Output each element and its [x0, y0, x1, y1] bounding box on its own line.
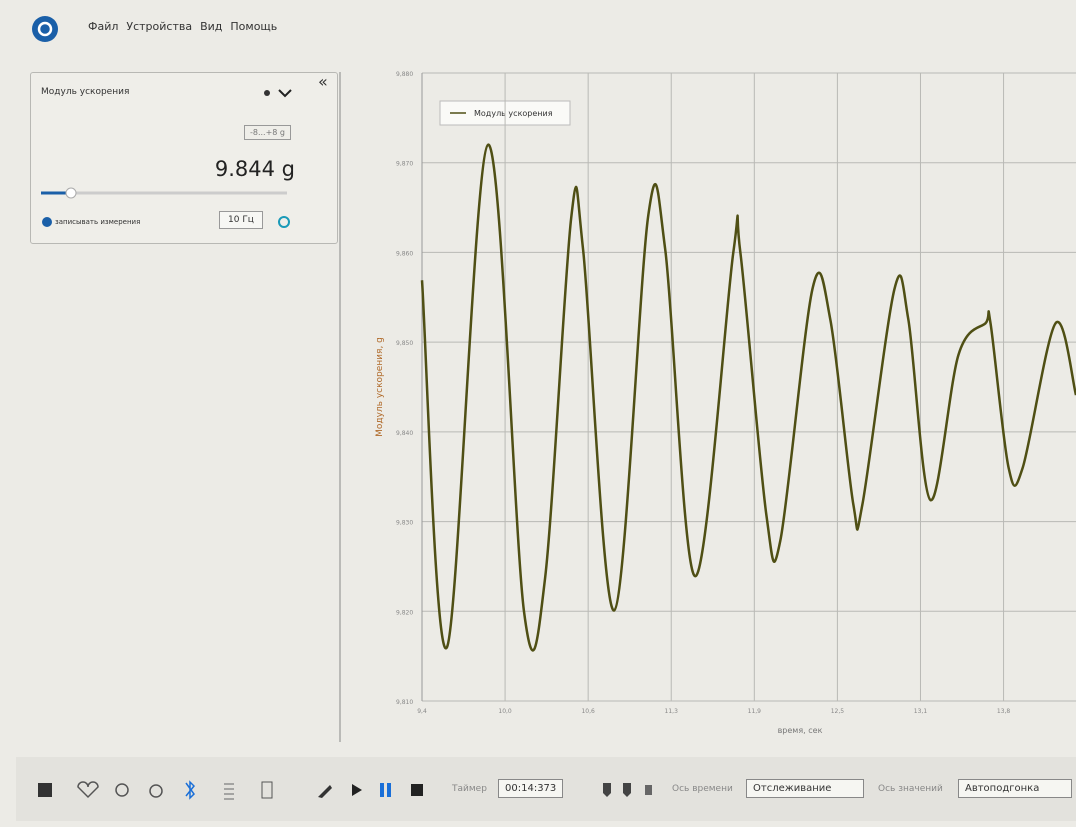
y-tick-label: 9,820 [396, 609, 413, 616]
x-tick-label: 10,6 [581, 708, 595, 715]
stop-button[interactable] [411, 784, 423, 796]
heart-icon[interactable] [78, 782, 98, 797]
y-tick-label: 9,880 [396, 71, 413, 78]
y-tick-label: 9,860 [396, 250, 413, 257]
tool-icons [36, 779, 296, 801]
value-axis-label: Ось значений [878, 784, 943, 794]
list-icon[interactable] [224, 784, 234, 799]
timer-icon[interactable] [150, 785, 162, 797]
y-tick-label: 9,840 [396, 430, 413, 437]
bluetooth-icon[interactable] [186, 782, 194, 798]
camera-icon[interactable] [38, 783, 52, 797]
time-axis-select[interactable]: Отслеживание [746, 779, 864, 798]
y-tick-label: 9,870 [396, 161, 413, 168]
y-tick-label: 9,810 [396, 699, 413, 706]
gear-icon[interactable] [116, 784, 128, 796]
marker-icon[interactable] [623, 783, 631, 797]
x-tick-label: 9,4 [417, 708, 427, 715]
x-tick-label: 13,1 [914, 708, 928, 715]
doc-icon[interactable] [262, 782, 272, 798]
x-tick-label: 12,5 [831, 708, 845, 715]
marker-icons [601, 779, 661, 801]
play-button[interactable] [352, 784, 362, 796]
y-tick-label: 9,830 [396, 520, 413, 527]
pause-button[interactable] [387, 783, 391, 797]
toolbar: Таймер 00:14:373 Ось времени Отслеживани… [16, 757, 1076, 821]
clear-button[interactable] [318, 785, 332, 798]
x-tick-label: 11,3 [665, 708, 679, 715]
timer-field[interactable]: 00:14:373 [498, 779, 563, 798]
x-tick-label: 13,8 [997, 708, 1011, 715]
marker-icon[interactable] [603, 783, 611, 797]
pause-button[interactable] [380, 783, 384, 797]
y-tick-label: 9,850 [396, 340, 413, 347]
legend-label: Модуль ускорения [474, 109, 553, 118]
y-axis-title: Модуль ускорения, g [375, 337, 385, 437]
x-tick-label: 11,9 [748, 708, 762, 715]
timer-label: Таймер [452, 784, 487, 794]
value-axis-select[interactable]: Автоподгонка [958, 779, 1072, 798]
data-line [422, 145, 1076, 651]
x-axis-title: время, сек [778, 726, 823, 735]
chart: Модуль ускорения, g время, сек Модуль ус… [0, 0, 1076, 757]
time-axis-label: Ось времени [672, 784, 733, 794]
playback-controls [316, 779, 436, 801]
x-tick-label: 10,0 [498, 708, 512, 715]
app-window: Файл Устройства Вид Помощь Модуль ускоре… [0, 0, 1076, 827]
delete-icon[interactable] [645, 785, 652, 795]
